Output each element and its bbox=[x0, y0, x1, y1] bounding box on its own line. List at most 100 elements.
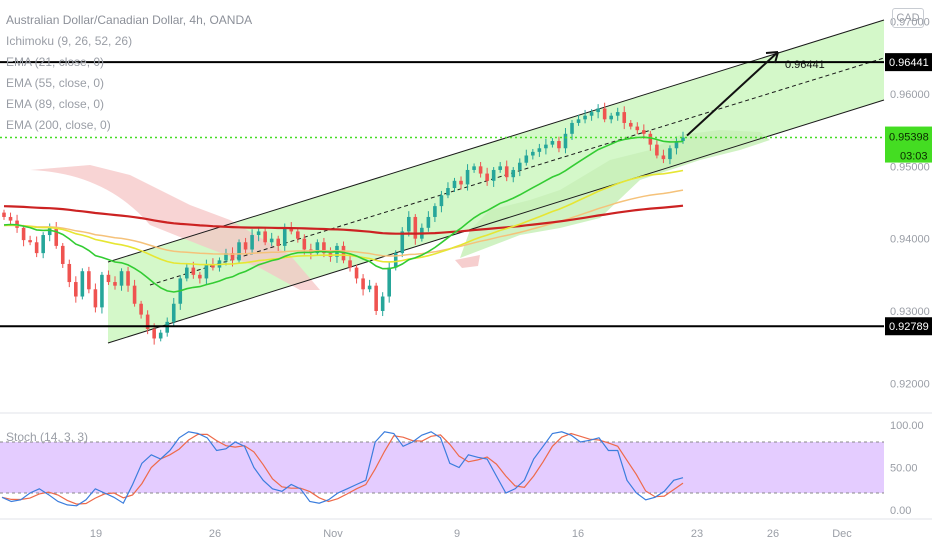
indicator-ema-55[interactable]: EMA (55, close, 0) bbox=[6, 76, 105, 90]
candle-body bbox=[563, 133, 568, 149]
ichimoku-cloud-small bbox=[455, 255, 480, 268]
indicator-ema-21[interactable]: EMA (21, close, 0) bbox=[6, 55, 105, 69]
indicator-ichimoku[interactable]: Ichimoku (9, 26, 52, 26) bbox=[6, 34, 133, 48]
price-axis-bg bbox=[884, 0, 932, 550]
candle-body bbox=[113, 282, 117, 286]
candle-body bbox=[622, 112, 627, 123]
candle-body bbox=[648, 133, 653, 145]
ema-55-line bbox=[3, 169, 684, 266]
candle-body bbox=[165, 321, 170, 333]
candle-body bbox=[576, 119, 581, 123]
candle-body bbox=[289, 227, 294, 232]
y-tick-label: 0.97000 bbox=[890, 17, 930, 29]
chart-legend: Australian Dollar/Canadian Dollar, 4h, O… bbox=[6, 10, 252, 136]
candle-body bbox=[191, 267, 196, 275]
candle-body bbox=[315, 242, 320, 254]
ema-89-line bbox=[3, 189, 684, 257]
candle-body bbox=[302, 238, 307, 250]
channel-upper-line bbox=[107, 19, 885, 263]
candle-body bbox=[498, 166, 502, 170]
countdown-label: 03:03 bbox=[900, 151, 928, 163]
candle-body bbox=[537, 148, 542, 152]
candle-body bbox=[635, 126, 640, 131]
candle-body bbox=[557, 141, 561, 149]
indicator-ema-200[interactable]: EMA (200, close, 0) bbox=[6, 118, 111, 132]
current-price-label: 0.95398 bbox=[889, 132, 929, 144]
candle-body bbox=[642, 130, 646, 134]
stoch-y-tick-label: 100.00 bbox=[890, 420, 924, 432]
candle-body bbox=[583, 115, 587, 120]
candle-body bbox=[119, 271, 124, 286]
candle-body bbox=[185, 267, 189, 279]
candle-body bbox=[139, 303, 143, 315]
candle-body bbox=[511, 169, 516, 178]
x-tick-label: 23 bbox=[691, 528, 703, 540]
candle-body bbox=[609, 115, 613, 120]
y-tick-label: 0.96000 bbox=[890, 89, 930, 101]
candle-body bbox=[2, 212, 6, 217]
candle-body bbox=[465, 169, 470, 185]
indicator-ema-89[interactable]: EMA (89, close, 0) bbox=[6, 97, 105, 111]
currency-badge[interactable]: CAD bbox=[892, 8, 924, 28]
candle-body bbox=[589, 112, 594, 116]
candle-body bbox=[145, 314, 150, 330]
candle-body bbox=[517, 162, 522, 170]
x-tick-label: 19 bbox=[90, 528, 102, 540]
y-tick-label: 0.93000 bbox=[890, 306, 930, 318]
candle-body bbox=[87, 271, 91, 290]
stoch-label[interactable]: Stoch (14, 3, 3) bbox=[6, 430, 89, 444]
candle-body bbox=[674, 141, 679, 149]
candle-body bbox=[472, 166, 476, 170]
stoch-band bbox=[0, 442, 884, 493]
candle-body bbox=[596, 108, 600, 113]
resistance-price-label: 0.96441 bbox=[889, 57, 929, 69]
candle-body bbox=[615, 112, 620, 116]
candle-body bbox=[655, 144, 659, 156]
candle-body bbox=[171, 303, 176, 322]
candle-body bbox=[491, 169, 496, 181]
x-tick-label: 16 bbox=[572, 528, 584, 540]
candle-body bbox=[211, 263, 215, 268]
ichimoku-cloud-bearish bbox=[30, 165, 320, 290]
candle-body bbox=[28, 240, 32, 243]
candle-body bbox=[93, 289, 98, 308]
candle-body bbox=[256, 231, 261, 236]
countdown-bg bbox=[898, 148, 930, 163]
candle-body bbox=[322, 242, 326, 254]
projection-arrow bbox=[686, 51, 779, 137]
candle-body bbox=[296, 231, 300, 239]
stoch-k-line bbox=[1, 431, 684, 507]
candle-body bbox=[106, 274, 111, 283]
candle-body bbox=[400, 231, 405, 254]
candle-body bbox=[158, 332, 163, 339]
candle-body bbox=[374, 285, 378, 311]
candle-body bbox=[60, 245, 65, 264]
candle-body bbox=[361, 278, 365, 290]
ema-200-line bbox=[3, 204, 684, 235]
candle-body bbox=[570, 122, 574, 134]
candle-body bbox=[413, 216, 418, 239]
candle-body bbox=[126, 271, 130, 286]
channel-lower-line bbox=[107, 99, 885, 344]
candle-body bbox=[446, 188, 450, 196]
candle-body bbox=[367, 285, 372, 290]
x-tick-label: 26 bbox=[209, 528, 221, 540]
arrow-target-label: 0.96441 bbox=[785, 59, 825, 71]
support-price-label: 0.92789 bbox=[889, 321, 929, 333]
candle-body bbox=[74, 282, 78, 297]
candle-body bbox=[54, 227, 59, 246]
stoch-y-tick-label: 50.00 bbox=[890, 463, 918, 475]
candle-body bbox=[380, 296, 385, 311]
x-tick-label: Dec bbox=[832, 528, 852, 540]
candle-body bbox=[393, 253, 398, 268]
candle-body bbox=[550, 141, 555, 145]
candle-body bbox=[263, 231, 267, 243]
candle-body bbox=[47, 227, 52, 236]
ema-21-line bbox=[3, 136, 684, 293]
candle-body bbox=[224, 253, 228, 261]
candle-body bbox=[661, 155, 666, 160]
candle-body bbox=[243, 242, 248, 250]
candle-body bbox=[41, 235, 45, 254]
x-tick-label: Nov bbox=[323, 528, 343, 540]
